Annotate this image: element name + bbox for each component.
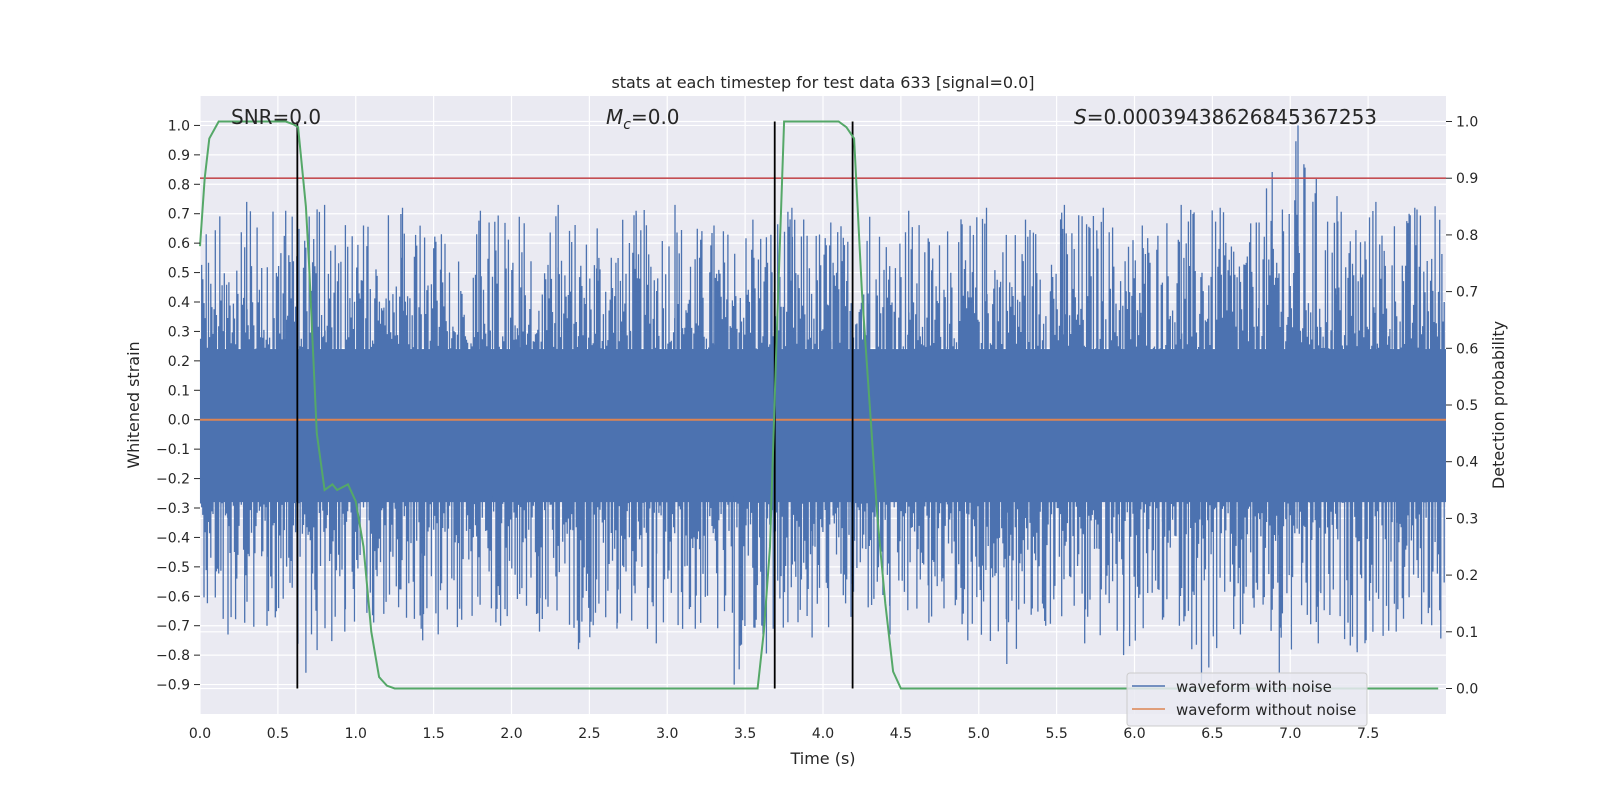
x-tick-label: 6.0 — [1123, 726, 1145, 742]
y-tick-label: 0.8 — [168, 177, 190, 193]
x-tick-label: 2.5 — [578, 726, 600, 742]
y-right-tick-label: 0.8 — [1456, 228, 1478, 244]
y-axis-ticks: −0.9 −0.8 −0.7 −0.6 −0.5 −0.4 −0.3 −0.2 −0.1 0.0 0… — [156, 118, 200, 694]
chirp-mass-annotation: Mc=0.0 — [606, 105, 680, 133]
legend: waveform with noise waveform without noi… — [1126, 672, 1368, 727]
y-right-tick-label: 0.6 — [1456, 341, 1478, 357]
y-right-tick-label: 0.3 — [1456, 511, 1478, 527]
y-right-tick-label: 0.1 — [1456, 625, 1478, 641]
x-tick-label: 1.0 — [345, 726, 367, 742]
x-tick-label: 4.5 — [890, 726, 912, 742]
x-tick-label: 5.0 — [968, 726, 990, 742]
score-symbol: S — [1074, 105, 1087, 129]
y-tick-label: −0.7 — [156, 619, 190, 635]
y-axis-label: Whitened strain — [124, 341, 143, 468]
y-axis-right-ticks: 0.0 0.1 0.2 0.3 0.4 0.5 0.6 0.7 0.8 0.9 1.0 — [1446, 115, 1478, 697]
x-tick-label: 4.0 — [812, 726, 834, 742]
x-tick-label: 0.0 — [189, 726, 211, 742]
x-axis-label: Time (s) — [789, 749, 855, 768]
y-tick-label: 0.2 — [168, 354, 190, 370]
x-tick-label: 7.0 — [1279, 726, 1301, 742]
x-tick-label: 5.5 — [1045, 726, 1067, 742]
y-right-tick-label: 1.0 — [1456, 115, 1478, 131]
legend-box — [1126, 672, 1368, 727]
y-right-tick-label: 0.7 — [1456, 285, 1478, 301]
y-tick-label: −0.5 — [156, 560, 190, 576]
x-axis-ticks: 0.0 0.5 1.0 1.5 2.0 2.5 3.0 3.5 4.0 4.5 5.0 5.5 6.0 6… — [189, 726, 1379, 742]
y-tick-label: −0.2 — [156, 472, 190, 488]
series-waveform-with-noise — [199, 125, 1446, 685]
y-tick-label: 1.0 — [168, 118, 190, 134]
y-axis-right-label: Detection probability — [1489, 321, 1508, 489]
x-tick-label: 7.5 — [1357, 726, 1379, 742]
y-tick-label: 0.0 — [168, 413, 190, 429]
chart-title: stats at each timestep for test data 633… — [611, 73, 1034, 92]
y-tick-label: 0.1 — [168, 383, 190, 399]
y-tick-label: 0.7 — [168, 207, 190, 223]
y-tick-label: −0.1 — [156, 442, 190, 458]
score-value: =0.0003943862684536725​3 — [1087, 105, 1377, 129]
y-tick-label: 0.9 — [168, 148, 190, 164]
detection-probability-line — [199, 120, 1439, 690]
score-annotation: S=0.0003943862684536725​3 — [1074, 105, 1377, 129]
x-tick-label: 3.5 — [734, 726, 756, 742]
y-tick-label: −0.6 — [156, 589, 190, 605]
y-right-tick-label: 0.5 — [1456, 398, 1478, 414]
y-right-tick-label: 0.4 — [1456, 455, 1478, 471]
y-tick-label: −0.8 — [156, 648, 190, 664]
y-tick-label: 0.5 — [168, 266, 190, 282]
x-tick-label: 1.5 — [422, 726, 444, 742]
noise-waveform-path — [199, 125, 1445, 685]
legend-label-noise: waveform with noise — [1176, 678, 1332, 696]
y-tick-label: −0.9 — [156, 678, 190, 694]
chirp-mass-symbol: M — [606, 105, 623, 129]
y-right-tick-label: 0.0 — [1456, 681, 1478, 697]
series-detection-probability — [199, 120, 1439, 690]
chirp-mass-value: =0.0 — [631, 105, 680, 129]
y-tick-label: 0.6 — [168, 236, 190, 252]
chirp-mass-subscript: c — [623, 117, 631, 133]
y-tick-label: −0.3 — [156, 501, 190, 517]
x-tick-label: 3.0 — [656, 726, 678, 742]
y-tick-label: 0.3 — [168, 324, 190, 340]
x-tick-label: 2.0 — [500, 726, 522, 742]
y-tick-label: −0.4 — [156, 530, 190, 546]
x-tick-label: 6.5 — [1201, 726, 1223, 742]
x-tick-label: 0.5 — [267, 726, 289, 742]
y-right-tick-label: 0.2 — [1456, 568, 1478, 584]
legend-label-clean: waveform without noise — [1176, 701, 1356, 719]
y-right-tick-label: 0.9 — [1456, 171, 1478, 187]
y-tick-label: 0.4 — [168, 295, 190, 311]
snr-annotation: SNR=0.0 — [231, 105, 321, 129]
